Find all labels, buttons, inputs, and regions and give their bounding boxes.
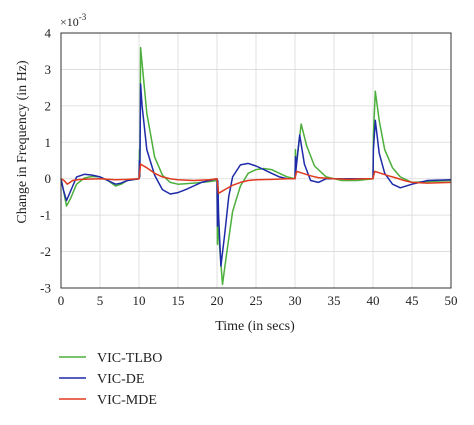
x-tick-label: 10 (133, 293, 146, 308)
x-tick-label: 50 (445, 293, 458, 308)
legend: VIC-TLBO VIC-DE VIC-MDE (59, 351, 162, 408)
legend-label: VIC-DE (97, 372, 144, 387)
x-axis-title: Time (in secs) (215, 319, 295, 334)
y-axis-title: Change in Frequency (in Hz) (15, 60, 30, 224)
y-tick-label: 3 (45, 62, 52, 77)
legend-label: VIC-MDE (97, 393, 157, 408)
gridlines (60, 32, 452, 289)
x-tick-label: 45 (406, 293, 419, 308)
y-tick-label: -2 (40, 244, 51, 259)
y-axis-multiplier: ×10-3 (60, 12, 87, 29)
x-tick-label: 35 (328, 293, 341, 308)
y-tick-label: 4 (45, 26, 52, 41)
series-line-vic-mde (60, 163, 452, 195)
x-tick-label: 5 (97, 293, 104, 308)
x-tick-label: 25 (250, 293, 263, 308)
tick-labels: 0 5 10 15 20 25 30 35 40 45 50 -3 -2 -1 0 1 2 3 4 (40, 26, 457, 309)
x-tick-label: 20 (211, 293, 224, 308)
legend-label: VIC-TLBO (97, 351, 162, 366)
y-tick-label: 2 (45, 98, 52, 113)
x-tick-label: 0 (58, 293, 65, 308)
plot-frame (60, 32, 452, 289)
legend-item-vic-tlbo: VIC-TLBO (59, 351, 162, 366)
legend-item-vic-de: VIC-DE (59, 372, 144, 387)
y-tick-label: -3 (40, 281, 51, 296)
series-lines (60, 46, 452, 286)
y-tick-label: -1 (40, 208, 51, 223)
x-tick-label: 15 (172, 293, 185, 308)
y-tick-label: 0 (45, 171, 52, 186)
x-tick-label: 30 (289, 293, 302, 308)
legend-item-vic-mde: VIC-MDE (59, 393, 157, 408)
y-tick-label: 1 (45, 135, 52, 150)
x-tick-label: 40 (367, 293, 380, 308)
